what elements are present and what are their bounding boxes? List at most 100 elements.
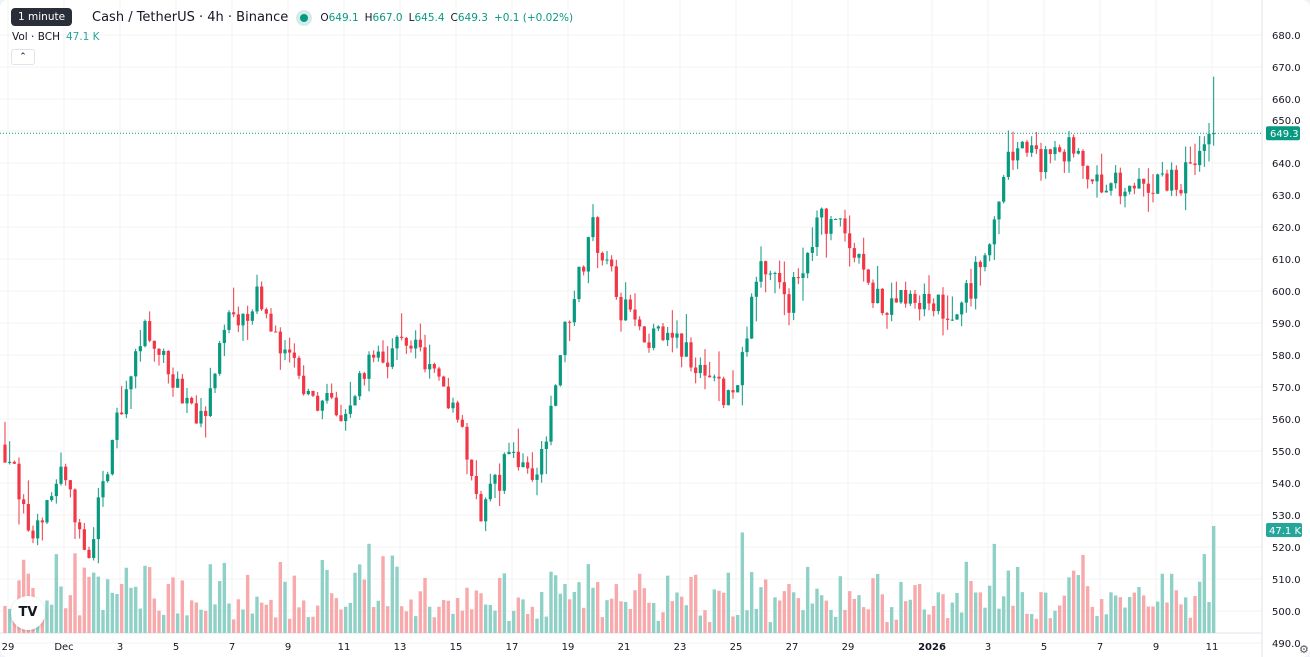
candle-body [871, 282, 875, 304]
chevron-up-icon: ⌃ [19, 52, 27, 62]
candle-body [960, 302, 964, 315]
candle-body [815, 217, 819, 248]
volume-bar [180, 580, 185, 633]
volume-bar [889, 607, 894, 633]
candle-body [1067, 137, 1071, 162]
volume-bar [693, 574, 698, 633]
volume-bar [577, 582, 581, 633]
volume-bar [91, 572, 96, 633]
candle-body [824, 208, 828, 234]
candle-body [292, 352, 296, 358]
volume-bar [689, 576, 693, 633]
price-tick-label: 630.0 [1272, 191, 1301, 202]
volume-bar [721, 592, 726, 633]
candle-body [722, 378, 726, 406]
gear-icon[interactable]: ⚙ [1299, 643, 1309, 656]
volume-bar [1151, 606, 1155, 633]
candle-body [306, 390, 310, 395]
candle-body [386, 362, 390, 367]
symbol-title[interactable]: Cash / TetherUS · 4h · Binance [92, 10, 289, 25]
volume-bar [334, 598, 339, 633]
volume-bar [101, 609, 105, 633]
volume-bar [306, 617, 311, 633]
volume-bar [311, 616, 315, 633]
volume-bar [833, 616, 838, 633]
close-label: C [450, 11, 458, 24]
collapse-legend-button[interactable]: ⌃ [11, 49, 35, 65]
candle-body [1016, 148, 1020, 161]
candle-body [498, 474, 502, 491]
candle-body [1062, 151, 1066, 162]
volume-bar [899, 581, 903, 633]
last-volume-label: 47.1 K [1269, 526, 1301, 537]
volume-bar [675, 592, 679, 633]
candle-body [278, 331, 282, 354]
candle-body [1118, 172, 1122, 197]
volume-bar [983, 607, 987, 633]
candle-body [759, 261, 763, 282]
tradingview-logo[interactable]: TV [11, 596, 45, 630]
volume-bar [175, 613, 180, 633]
volume-bar [684, 605, 689, 633]
volume-bar [773, 597, 777, 633]
volume-bar [189, 600, 194, 633]
volume-bar [712, 589, 717, 633]
volume-bar [451, 613, 455, 633]
volume-bar [1197, 581, 1202, 633]
candle-body [59, 466, 63, 484]
candle-body [1114, 172, 1118, 184]
candle-body [54, 483, 58, 497]
candle-body [516, 451, 520, 468]
candle-body [712, 376, 716, 378]
price-tick-label: 590.0 [1272, 319, 1301, 330]
candle-body [1198, 150, 1202, 166]
candle-body [92, 539, 96, 558]
high-label: H [364, 11, 373, 24]
candle-body [1048, 149, 1052, 154]
volume-bar [287, 618, 292, 633]
price-tick-label: 530.0 [1272, 511, 1301, 522]
volume-bar [259, 602, 264, 633]
volume-legend: Vol · BCH 47.1 K [12, 31, 100, 43]
candle-body [661, 326, 665, 341]
candle-body [138, 346, 142, 352]
candle-body [152, 340, 156, 349]
candle-body [45, 500, 49, 523]
candle-body [647, 342, 651, 348]
candle-body [31, 530, 35, 539]
volume-bar [843, 609, 847, 633]
candle-body [978, 261, 982, 268]
volume-bar [609, 598, 614, 633]
volume-bar [1155, 601, 1160, 633]
volume-bar [138, 608, 143, 633]
candle-body [1109, 183, 1113, 191]
candle-body [904, 290, 908, 304]
candle-body [913, 293, 917, 303]
candle-body [773, 272, 777, 274]
volume-bar [581, 607, 586, 633]
volume-bar [605, 600, 609, 633]
volume-bar [871, 578, 875, 633]
volume-bar [87, 576, 91, 633]
volume-bar [997, 608, 1001, 633]
candle-body [997, 201, 1001, 220]
volume-bar [3, 605, 7, 633]
candle-body [204, 410, 208, 416]
candle-body [362, 373, 366, 379]
candles-group [3, 76, 1216, 564]
price-tick-label: 620.0 [1272, 223, 1301, 234]
candle-body [134, 351, 138, 377]
candle-body [927, 293, 931, 304]
volume-bar [1104, 614, 1109, 633]
volume-bar [927, 614, 931, 633]
volume-bar [810, 603, 815, 633]
candle-body [848, 233, 852, 249]
candle-body [894, 298, 898, 303]
last-price-badge [1266, 126, 1300, 141]
volume-bar [679, 596, 684, 633]
volume-bar [796, 598, 801, 633]
volume-bar [227, 603, 231, 633]
candle-body [36, 520, 40, 539]
volume-bar [105, 579, 110, 633]
